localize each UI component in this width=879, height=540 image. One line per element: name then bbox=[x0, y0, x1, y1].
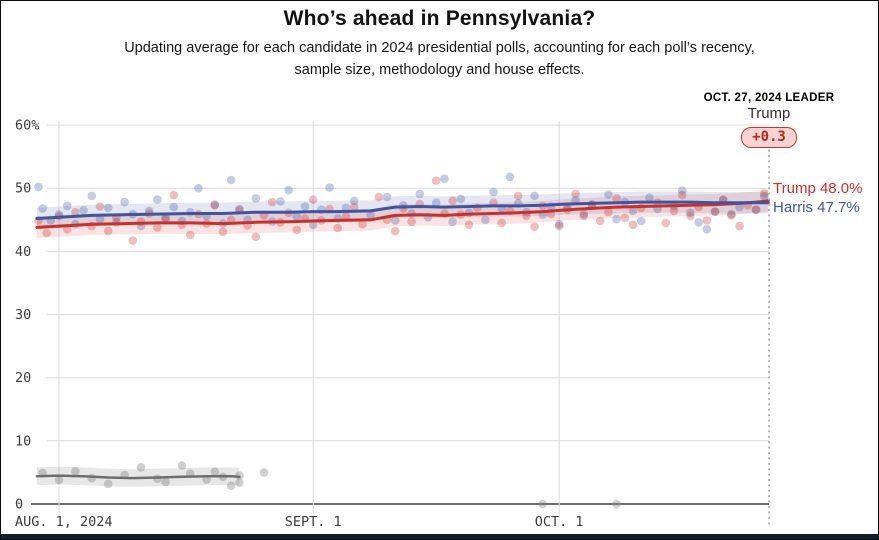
leader-name: Trump bbox=[741, 105, 797, 122]
svg-text:SEPT. 1: SEPT. 1 bbox=[285, 514, 342, 530]
svg-text:AUG. 1, 2024: AUG. 1, 2024 bbox=[15, 514, 113, 530]
svg-text:10: 10 bbox=[15, 433, 31, 449]
page-title: Who’s ahead in Pennsylvania? bbox=[283, 7, 596, 30]
leader-date-label: OCT. 27, 2024 LEADER bbox=[703, 92, 835, 104]
svg-text:50: 50 bbox=[15, 181, 31, 197]
leader-margin-badge: +0.3 bbox=[741, 127, 797, 148]
svg-text:30: 30 bbox=[15, 307, 31, 323]
chart-subtitle: Updating average for each candidate in 2… bbox=[1, 37, 878, 81]
footer-bar bbox=[1, 534, 878, 539]
leader-callout: OCT. 27, 2024 LEADER Trump +0.3 bbox=[669, 92, 869, 148]
svg-text:40: 40 bbox=[15, 244, 31, 260]
harris-end-label: Harris 47.7% bbox=[773, 199, 860, 216]
subtitle-line-2: sample size, methodology and house effec… bbox=[294, 62, 585, 78]
svg-text:60%: 60% bbox=[15, 118, 39, 134]
svg-text:0: 0 bbox=[15, 497, 23, 513]
svg-text:OCT. 1: OCT. 1 bbox=[535, 514, 584, 530]
subtitle-line-1: Updating average for each candidate in 2… bbox=[124, 40, 755, 56]
svg-text:20: 20 bbox=[15, 370, 31, 386]
trump-end-label: Trump 48.0% bbox=[773, 180, 863, 197]
